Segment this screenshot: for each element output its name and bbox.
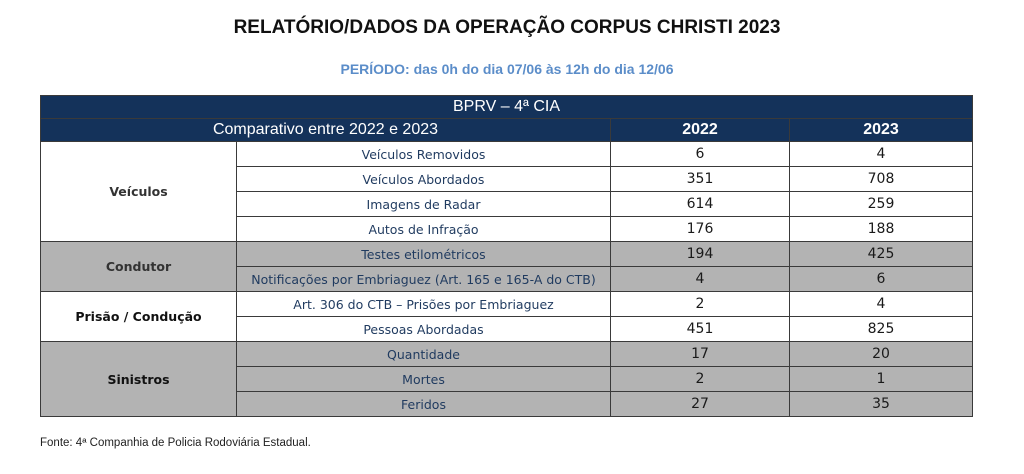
value-2022: 27 <box>610 391 790 417</box>
value-2023: 6 <box>788 266 974 292</box>
table-row: Feridos 27 35 <box>41 391 974 417</box>
table-row: Prisão / Condução Art. 306 do CTB – Pris… <box>40 291 974 342</box>
value-2023: 188 <box>788 216 974 242</box>
table-row: Mortes 2 1 <box>41 366 974 392</box>
comparison-table: BPRV – 4ª CIA Comparativo entre 2022 e 2… <box>39 95 974 417</box>
row-label: Notificações por Embriaguez (Art. 165 e … <box>236 266 611 292</box>
row-label: Art. 306 do CTB – Prisões por Embriaguez <box>236 291 611 317</box>
value-2023: 259 <box>788 191 974 217</box>
value-2023: 4 <box>788 141 974 167</box>
table-row: Notificações por Embriaguez (Art. 165 e … <box>41 266 974 292</box>
row-label: Testes etilométricos <box>236 241 611 267</box>
value-2022: 451 <box>610 316 790 342</box>
value-2023: 20 <box>788 341 974 367</box>
column-header-row: Comparativo entre 2022 e 2023 2022 2023 <box>40 118 974 142</box>
source-note: Fonte: 4ª Companhia de Policia Rodoviári… <box>40 437 311 449</box>
unit-header-row: BPRV – 4ª CIA <box>39 95 974 119</box>
value-2023: 1 <box>788 366 974 392</box>
value-2023: 708 <box>788 166 974 192</box>
table-row: Pessoas Abordadas 451 825 <box>41 316 974 342</box>
value-2022: 2 <box>610 291 790 317</box>
table-row: Imagens de Radar 614 259 <box>41 191 974 217</box>
category-prisao-conducao: Prisão / Condução <box>40 291 237 342</box>
report-title: RELATÓRIO/DADOS DA OPERAÇÃO CORPUS CHRIS… <box>233 17 781 38</box>
report-period: PERÍODO: das 0h do dia 07/06 às 12h do d… <box>340 61 674 77</box>
value-2022: 194 <box>610 241 790 267</box>
row-label: Imagens de Radar <box>236 191 611 217</box>
year-header-2022: 2022 <box>610 118 790 142</box>
category-condutor: Condutor <box>40 241 237 292</box>
table-row: Autos de Infração 176 188 <box>41 216 974 242</box>
value-2023: 4 <box>788 291 974 317</box>
row-label: Quantidade <box>236 341 611 367</box>
table-row: Condutor Testes etilométricos 194 425 <box>40 241 974 292</box>
category-veiculos: Veículos <box>40 141 237 242</box>
row-label: Feridos <box>236 391 611 417</box>
value-2022: 4 <box>610 266 790 292</box>
value-2022: 176 <box>610 216 790 242</box>
value-2022: 351 <box>610 166 790 192</box>
value-2023: 825 <box>788 316 974 342</box>
value-2022: 614 <box>610 191 790 217</box>
table-row: Sinistros Quantidade 17 20 <box>40 341 974 417</box>
row-label: Autos de Infração <box>236 216 611 242</box>
category-sinistros: Sinistros <box>40 341 237 417</box>
comparison-header: Comparativo entre 2022 e 2023 <box>40 118 611 142</box>
row-label: Veículos Removidos <box>236 141 611 167</box>
table-row: Veículos Abordados 351 708 <box>41 166 974 192</box>
value-2022: 17 <box>610 341 790 367</box>
year-header-2023: 2023 <box>788 118 974 142</box>
value-2023: 35 <box>788 391 974 417</box>
value-2023: 425 <box>788 241 974 267</box>
row-label: Mortes <box>236 366 611 392</box>
value-2022: 6 <box>610 141 790 167</box>
table-row: Veículos Veículos Removidos 6 4 <box>40 141 974 242</box>
row-label: Pessoas Abordadas <box>236 316 611 342</box>
value-2022: 2 <box>610 366 790 392</box>
row-label: Veículos Abordados <box>236 166 611 192</box>
unit-header: BPRV – 4ª CIA <box>39 95 974 119</box>
